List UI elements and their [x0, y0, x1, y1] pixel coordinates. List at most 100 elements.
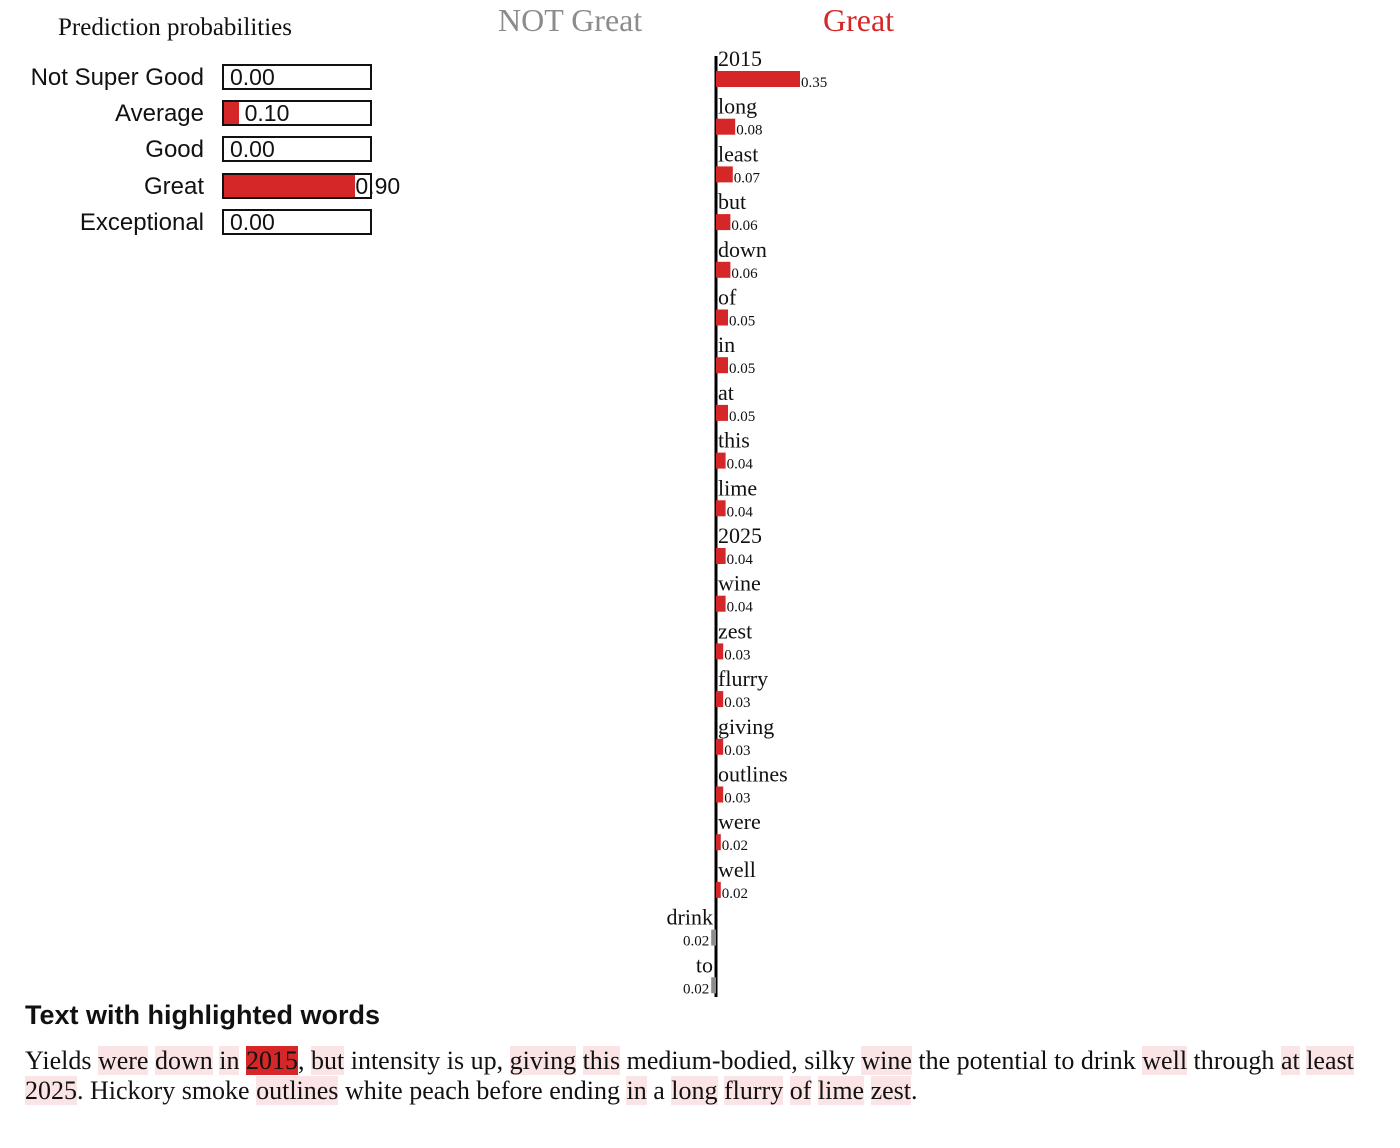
feature-weight-bar	[716, 452, 726, 469]
text-segment	[576, 1046, 583, 1075]
highlighted-word: long	[671, 1076, 718, 1105]
highlighted-word: giving	[509, 1046, 577, 1075]
text-segment	[91, 1046, 98, 1075]
feature-weight-value: 0.02	[722, 838, 748, 854]
feature-weight-bar	[711, 977, 716, 994]
feature-weight-bar	[716, 166, 733, 183]
feature-word-label: drink	[667, 905, 713, 930]
highlighted-word: down	[154, 1046, 213, 1075]
feature-weight-bar	[716, 548, 726, 564]
feature-weights-chart: 2015 0.35 long 0.08 least 0.07 but 0.06 down 0.06…	[667, 46, 828, 997]
feature-word-label: this	[718, 428, 750, 453]
probability-value: 0.90	[355, 172, 401, 199]
text-segment: intensity is up,	[344, 1046, 510, 1075]
positive-class-label: Great	[823, 2, 895, 38]
probability-row: Not Super Good 0.00	[0, 60, 460, 96]
highlighted-word-strong: 2015	[245, 1046, 298, 1075]
probability-value: 0.10	[244, 100, 290, 127]
text-segment: to	[1054, 1046, 1075, 1075]
text-segment	[148, 1046, 155, 1075]
feature-weight-value: 0.05	[729, 314, 755, 330]
feature-weight-bar	[711, 929, 716, 946]
text-segment: drink	[1080, 1046, 1136, 1075]
feature-weight-bar	[716, 738, 724, 755]
feature-weight-value: 0.04	[727, 552, 754, 568]
feature-word-label: were	[718, 809, 761, 834]
highlighted-word: outlines	[256, 1076, 339, 1105]
feature-word-label: of	[718, 285, 737, 310]
probability-class-label: Average	[115, 100, 204, 128]
text-segment: . Hickory smoke	[77, 1076, 257, 1105]
feature-weight-bar	[716, 500, 726, 517]
feature-weight-bar	[716, 595, 726, 612]
feature-word-label: wine	[718, 571, 761, 596]
feature-weight-bar	[716, 834, 721, 851]
feature-word-label: outlines	[718, 762, 788, 787]
probability-bar-frame	[222, 136, 372, 163]
feature-word-label: least	[718, 141, 758, 166]
feature-weight-bar	[716, 71, 800, 87]
probability-bar-fill	[224, 174, 355, 197]
feature-word-label: lime	[718, 475, 757, 500]
probability-value: 0.00	[230, 136, 275, 163]
feature-word-label: long	[718, 94, 757, 119]
highlighted-word: least	[1306, 1046, 1354, 1075]
feature-weight-value: 0.02	[683, 934, 709, 950]
feature-weight-value: 0.04	[727, 504, 754, 520]
probability-row: Exceptional 0.00	[0, 205, 460, 241]
text-segment: white peach before ending	[338, 1076, 627, 1105]
highlighted-word: flurry	[724, 1076, 784, 1105]
feature-weight-value: 0.06	[731, 266, 758, 282]
feature-word-label: giving	[718, 714, 774, 739]
feature-word-label: zest	[718, 618, 752, 643]
feature-weight-bar	[716, 357, 728, 374]
highlighted-word: 2025	[25, 1076, 77, 1105]
highlighted-word: lime	[817, 1076, 865, 1105]
probability-value: 0.00	[230, 208, 275, 235]
probability-class-label: Good	[145, 136, 204, 164]
feature-word-label: but	[718, 189, 746, 214]
text-segment	[864, 1076, 871, 1105]
feature-weight-bar	[716, 261, 731, 278]
highlighted-word: at	[1280, 1046, 1300, 1075]
probability-bar-frame	[222, 208, 372, 235]
text-segment: through	[1187, 1046, 1281, 1075]
feature-word-label: in	[718, 332, 735, 357]
feature-word-label: to	[696, 952, 713, 977]
feature-word-label: 2015	[718, 46, 762, 71]
highlighted-word: in	[219, 1046, 240, 1075]
feature-weight-value: 0.03	[724, 743, 750, 759]
probability-row: Good 0.00	[0, 132, 460, 168]
highlighted-word: of	[789, 1076, 812, 1105]
text-segment: ,	[297, 1046, 311, 1075]
feature-weight-bar	[716, 691, 724, 708]
probability-bar-frame	[222, 64, 372, 90]
highlighted-word: wine	[861, 1046, 912, 1075]
text-segment	[783, 1076, 790, 1105]
feature-weight-value: 0.03	[724, 647, 750, 663]
highlighted-text-heading: Text with highlighted words	[25, 1000, 380, 1030]
text-segment: the potential	[911, 1046, 1055, 1075]
probability-row: Great 0.90	[0, 169, 460, 205]
highlighted-word: well	[1142, 1046, 1188, 1075]
probability-row: Average 0.10	[0, 96, 460, 132]
text-segment: .	[911, 1076, 918, 1105]
probability-class-label: Not Super Good	[30, 64, 204, 91]
feature-word-label: flurry	[718, 666, 768, 691]
feature-weight-bar	[716, 404, 728, 421]
feature-word-label: down	[718, 237, 767, 262]
highlighted-word: zest	[870, 1076, 912, 1105]
feature-weight-value: 0.05	[729, 409, 755, 425]
feature-weight-value: 0.02	[722, 886, 748, 902]
feature-weight-value: 0.35	[801, 75, 827, 91]
text-segment	[239, 1046, 246, 1075]
probability-class-label: Exceptional	[79, 208, 204, 236]
feature-word-label: 2025	[718, 523, 762, 548]
highlighted-word: were	[97, 1046, 149, 1075]
feature-weight-bar	[716, 643, 724, 660]
highlighted-word: this	[582, 1046, 621, 1075]
text-segment: a	[646, 1076, 672, 1105]
probability-bar-frame	[222, 100, 372, 127]
feature-weight-bar	[716, 118, 736, 135]
feature-weight-value: 0.04	[727, 600, 754, 616]
